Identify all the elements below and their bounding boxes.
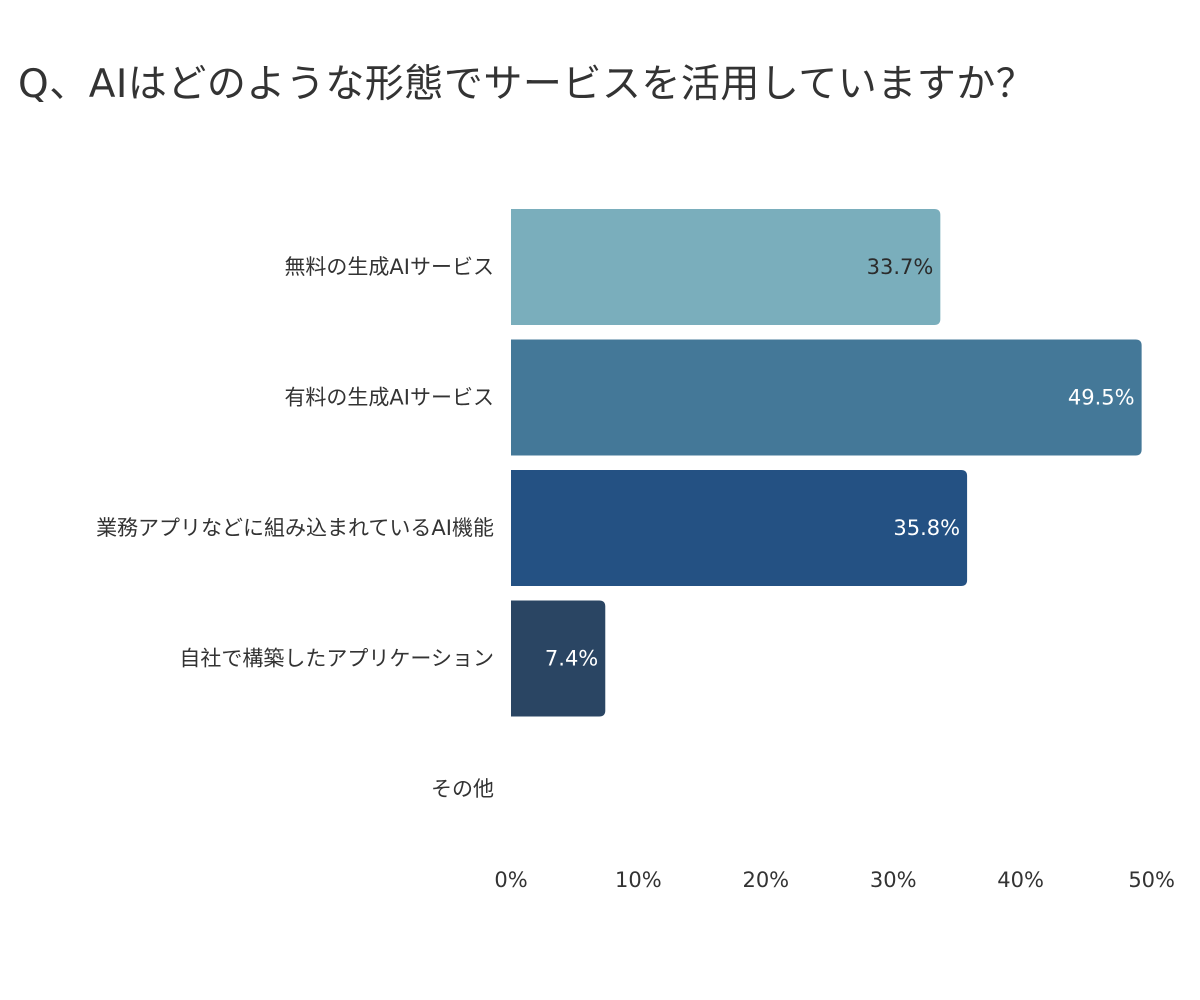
x-tick-label: 0% [494, 868, 527, 892]
data-label: 7.4% [545, 647, 598, 671]
bar [511, 339, 1142, 456]
data-label: 49.5% [1068, 386, 1135, 410]
bars-layer [511, 209, 1142, 717]
category-label: 業務アプリなどに組み込まれているAI機能 [96, 516, 494, 540]
category-label: 自社で構築したアプリケーション [179, 647, 494, 671]
category-label: 有料の生成AIサービス [284, 386, 494, 410]
data-label: 35.8% [893, 516, 960, 540]
chart-title: Q、AIはどのような形態でサービスを活用していますか？ [18, 62, 1036, 107]
x-tick-label: 30% [870, 868, 917, 892]
category-label: その他 [431, 777, 494, 801]
bar [511, 600, 606, 717]
data-label: 33.7% [867, 255, 934, 279]
x-tick-label: 10% [615, 868, 662, 892]
x-tick-label: 40% [997, 868, 1044, 892]
x-axis-ticks: 0% 10% 20% 30% 40% 50% [494, 868, 1175, 892]
bar [511, 470, 968, 586]
category-label: 無料の生成AIサービス [284, 255, 494, 279]
category-labels: 無料の生成AIサービス有料の生成AIサービス業務アプリなどに組み込まれているAI… [96, 255, 494, 801]
bar [511, 209, 941, 325]
x-tick-label: 20% [742, 868, 789, 892]
value-labels: 33.7% 49.5% 35.8% 7.4% [545, 255, 1135, 671]
x-tick-label: 50% [1128, 868, 1175, 892]
